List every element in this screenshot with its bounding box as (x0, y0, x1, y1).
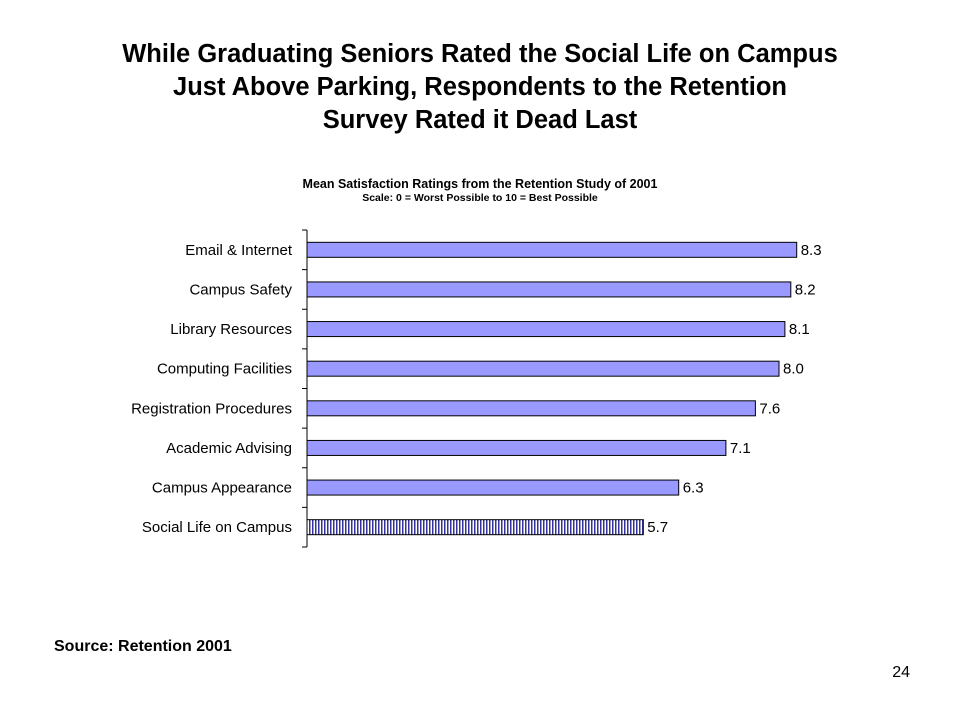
bar-email-internet (306, 241, 798, 258)
page-number: 24 (892, 664, 910, 681)
category-label: Academic Advising (166, 440, 292, 457)
bar-library-resources (306, 321, 786, 338)
category-label: Campus Appearance (152, 480, 292, 497)
category-label: Social Life on Campus (142, 519, 292, 536)
data-label: 8.1 (789, 321, 810, 338)
bar-campus-safety (306, 281, 792, 298)
slide-title: While Graduating Seniors Rated the Socia… (40, 38, 920, 137)
data-label: 8.3 (801, 242, 822, 259)
chart-subtitle: Scale: 0 = Worst Possible to 10 = Best P… (362, 192, 598, 204)
data-label: 6.3 (683, 480, 704, 497)
slide-title-line-1: While Graduating Seniors Rated the Socia… (122, 40, 838, 68)
bar-registration-procedures (306, 400, 756, 417)
data-label: 8.2 (795, 281, 816, 298)
bar-academic-advising (306, 439, 727, 456)
bar-computing-facilities (306, 360, 780, 377)
slide-title-line-2: Just Above Parking, Respondents to the R… (173, 73, 787, 101)
data-label: 8.0 (783, 361, 804, 378)
category-label: Campus Safety (189, 281, 292, 298)
bar-campus-appearance (306, 479, 680, 496)
data-label: 7.6 (759, 400, 780, 417)
slide-title-line-3: Survey Rated it Dead Last (322, 106, 638, 134)
data-label: 7.1 (730, 440, 751, 457)
category-label: Library Resources (170, 321, 292, 338)
source-note: Source: Retention 2001 (54, 638, 232, 655)
chart-title: Mean Satisfaction Ratings from the Reten… (302, 177, 658, 191)
bar-social-life-on-campus (306, 519, 644, 536)
category-label: Email & Internet (185, 242, 293, 259)
category-label: Computing Facilities (157, 361, 292, 378)
category-label: Registration Procedures (131, 400, 292, 417)
data-label: 5.7 (647, 519, 668, 536)
